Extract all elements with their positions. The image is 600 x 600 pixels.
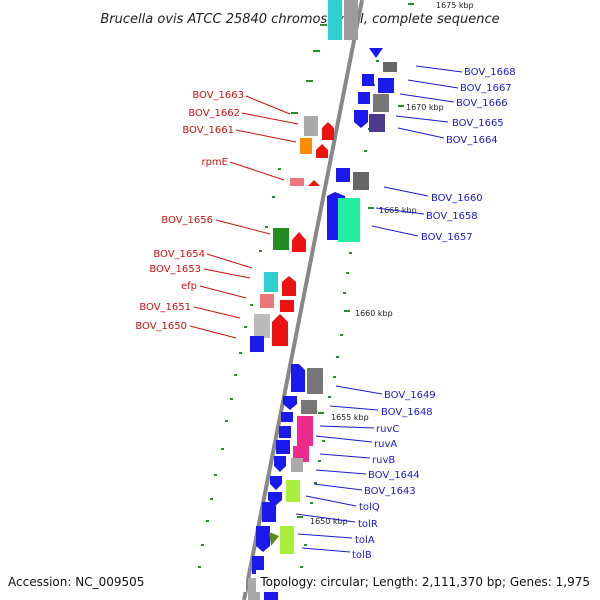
gene-label: BOV_1650 bbox=[135, 321, 187, 332]
gene-label: BOV_1651 bbox=[139, 302, 191, 313]
leader-line bbox=[315, 469, 367, 475]
gene-label: BOV_1662 bbox=[188, 108, 240, 119]
leader-line bbox=[319, 453, 371, 459]
kbp-label: 1675 kbp bbox=[436, 1, 474, 10]
gene-label: efp bbox=[181, 281, 197, 292]
gene-label: tolA bbox=[355, 535, 375, 546]
gene-label: BOV_1656 bbox=[161, 215, 213, 226]
gene-label: ruvC bbox=[376, 424, 399, 435]
map-title: Brucella ovis ATCC 25840 chromosome I, c… bbox=[100, 12, 499, 27]
gene-label: BOV_1643 bbox=[364, 486, 416, 497]
leader-line bbox=[215, 219, 271, 235]
leader-line bbox=[313, 483, 363, 491]
gene-label: BOV_1666 bbox=[456, 98, 508, 109]
gene-label: BOV_1654 bbox=[153, 249, 205, 260]
leader-line bbox=[295, 513, 356, 523]
gene-label: BOV_1657 bbox=[421, 232, 473, 243]
leader-line bbox=[297, 533, 353, 539]
kbp-label: 1650 kbp bbox=[310, 517, 348, 526]
kbp-label: 1655 kbp bbox=[331, 413, 369, 422]
gene-label: tolR bbox=[358, 519, 378, 530]
gene-label: BOV_1649 bbox=[384, 390, 436, 401]
gene-label: BOV_1648 bbox=[381, 407, 433, 418]
leader-line bbox=[395, 115, 449, 123]
leader-line bbox=[193, 306, 241, 319]
genome-backbone bbox=[242, 0, 364, 600]
leader-line bbox=[319, 425, 375, 429]
gene-label: BOV_1668 bbox=[464, 67, 516, 78]
leader-line bbox=[189, 325, 237, 339]
leader-line bbox=[415, 65, 463, 73]
gene-label: rpmE bbox=[201, 157, 228, 168]
leader-line bbox=[375, 207, 425, 215]
gene-label: tolB bbox=[352, 550, 372, 561]
kbp-label: 1660 kbp bbox=[355, 309, 393, 318]
gene-label: BOV_1653 bbox=[149, 264, 201, 275]
right-gene-labels: BOV_1668 BOV_1667 BOV_1666 BOV_1665 BOV_… bbox=[295, 65, 516, 561]
gene-features-left bbox=[250, 116, 334, 352]
footer-right-bg bbox=[256, 570, 592, 592]
leader-line bbox=[235, 129, 297, 143]
gene-label: ruvA bbox=[374, 439, 397, 450]
leader-line bbox=[329, 405, 379, 411]
gene-label: ruvB bbox=[372, 455, 395, 466]
leader-line bbox=[199, 285, 247, 299]
leader-line bbox=[371, 225, 419, 237]
gene-label: BOV_1663 bbox=[192, 90, 244, 101]
gene-label: BOV_1665 bbox=[452, 118, 504, 129]
left-gene-labels: BOV_1663 BOV_1662 BOV_1661 rpmE BOV_1656… bbox=[135, 90, 299, 339]
leader-line bbox=[241, 112, 299, 125]
gene-label: BOV_1661 bbox=[182, 125, 234, 136]
leader-line bbox=[305, 495, 357, 507]
leader-line bbox=[399, 93, 455, 103]
gene-label: tolQ bbox=[359, 502, 380, 513]
leader-line bbox=[245, 95, 291, 115]
footer-left-bg bbox=[0, 570, 246, 592]
leader-line bbox=[315, 435, 373, 443]
leader-line bbox=[206, 253, 253, 269]
gene-label: BOV_1658 bbox=[426, 211, 478, 222]
gene-label: BOV_1667 bbox=[460, 83, 512, 94]
kbp-label: 1670 kbp bbox=[406, 103, 444, 112]
leader-line bbox=[397, 127, 445, 139]
accession-text: Accession: NC_009505 bbox=[8, 575, 144, 589]
summary-text: Topology: circular; Length: 2,111,370 bp… bbox=[259, 575, 590, 589]
leader-line bbox=[383, 186, 429, 197]
leader-line bbox=[203, 268, 251, 279]
leader-line bbox=[301, 547, 351, 553]
leader-line bbox=[229, 161, 285, 181]
gene-label: BOV_1644 bbox=[368, 470, 420, 481]
gene-label: BOV_1664 bbox=[446, 135, 498, 146]
gene-label: BOV_1660 bbox=[431, 193, 483, 204]
leader-line bbox=[407, 79, 459, 89]
leader-line bbox=[335, 385, 383, 395]
